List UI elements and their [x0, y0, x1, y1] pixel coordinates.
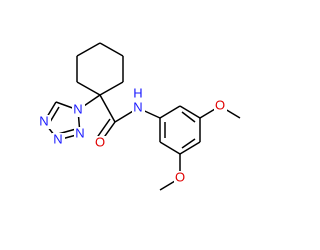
- molecule: N N N N O N H O O: [38, 42, 241, 191]
- atom-label: O: [175, 169, 185, 184]
- atom-label: N: [73, 101, 82, 116]
- atom-label: H: [133, 85, 142, 100]
- atom-label: N: [39, 113, 48, 128]
- atom-label: N: [75, 125, 84, 140]
- atom-label: N: [133, 99, 142, 114]
- atom-label: O: [215, 97, 225, 112]
- atom-labels: N N N N O N H O O: [38, 85, 227, 185]
- atom-label: N: [53, 131, 62, 146]
- atom-label: O: [95, 134, 105, 149]
